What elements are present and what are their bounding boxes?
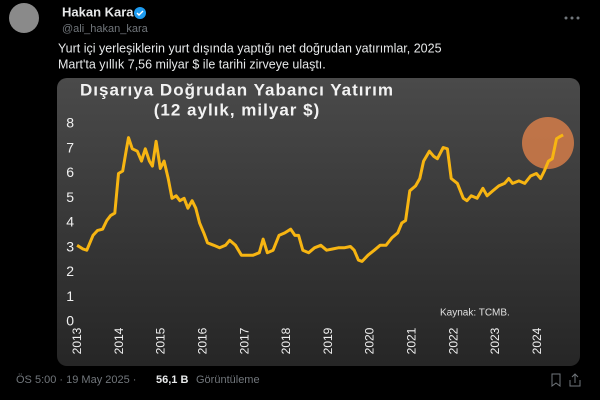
x-tick-label: 2017 — [237, 327, 251, 354]
verified-check — [136, 10, 144, 17]
chart-subtitle: (12 aylık, milyar $) — [154, 100, 320, 119]
timestamp: ÖS 5:00 · 19 May 2025 · — [16, 374, 136, 386]
x-tick-label: 2014 — [112, 327, 126, 354]
y-tick-label: 6 — [66, 164, 74, 180]
x-tick-label: 2024 — [530, 327, 544, 354]
x-tick-label: 2015 — [154, 327, 168, 354]
bookmark-icon[interactable] — [551, 373, 561, 387]
highlight-circle — [522, 117, 574, 169]
user-name[interactable]: Hakan Kara — [62, 4, 134, 19]
y-tick-label: 7 — [66, 139, 74, 155]
x-tick-label: 2018 — [279, 327, 293, 354]
x-tick-label: 2022 — [446, 327, 460, 354]
chart-title: Dışarıya Doğrudan Yabancı Yatırım — [80, 80, 394, 99]
y-tick-label: 5 — [66, 189, 74, 205]
x-tick-label: 2013 — [70, 327, 84, 354]
x-tick-label: 2021 — [404, 327, 418, 354]
view-label: Görüntüleme — [196, 374, 260, 386]
more-button[interactable] — [564, 16, 580, 20]
share-icon[interactable] — [569, 373, 581, 387]
x-tick-label: 2016 — [196, 327, 210, 354]
chart-image[interactable] — [57, 78, 580, 366]
y-tick-label: 4 — [66, 214, 74, 230]
x-tick-label: 2020 — [363, 327, 377, 354]
tweet-text: Yurt içi yerleşiklerin yurt dışında yapt… — [58, 41, 442, 55]
x-tick-label: 2023 — [488, 327, 502, 354]
user-handle[interactable]: @ali_hakan_kara — [62, 23, 149, 35]
y-tick-label: 0 — [66, 313, 74, 329]
source-note: Kaynak: TCMB. — [440, 308, 510, 319]
avatar[interactable] — [9, 3, 39, 33]
y-tick-label: 3 — [66, 238, 74, 254]
y-tick-label: 2 — [66, 263, 74, 279]
view-count: 56,1 B — [156, 374, 188, 386]
plot: 0 1 2 3 4 5 6 7 8 2013 2014 2015 2016 2017 2018 2019 202… — [66, 115, 564, 354]
x-tick-label: 2019 — [321, 327, 335, 354]
y-tick-label: 1 — [66, 288, 74, 304]
tweet-text: Mart'ta yıllık 7,56 milyar $ ile tarihi … — [58, 57, 326, 71]
y-tick-label: 8 — [66, 115, 74, 131]
data-line — [76, 133, 564, 263]
